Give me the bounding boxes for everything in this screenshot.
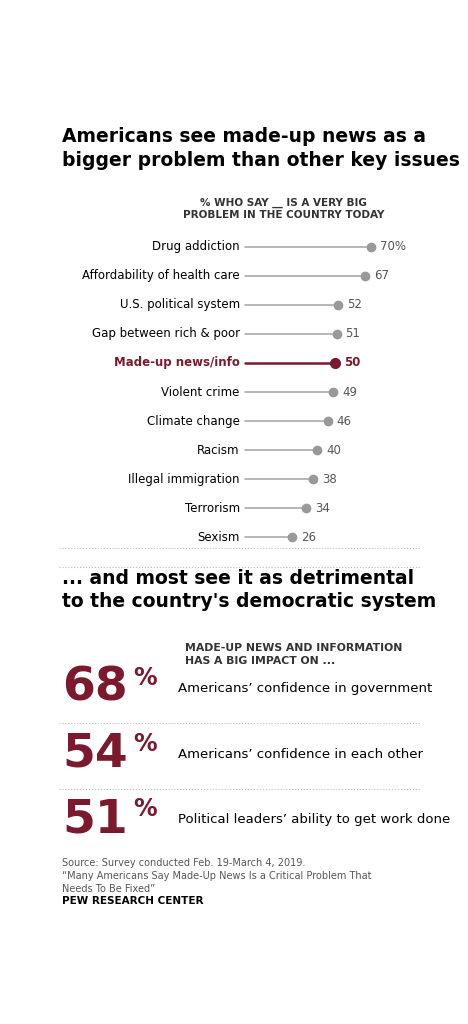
Text: Gap between rich & poor: Gap between rich & poor xyxy=(92,328,240,340)
Text: Affordability of health care: Affordability of health care xyxy=(82,269,240,283)
Text: 67: 67 xyxy=(374,269,389,283)
Text: Racism: Racism xyxy=(197,443,240,457)
Text: 38: 38 xyxy=(322,473,337,485)
Text: 49: 49 xyxy=(342,385,357,398)
Text: 51: 51 xyxy=(345,328,360,340)
Text: MADE-UP NEWS AND INFORMATION
HAS A BIG IMPACT ON ...: MADE-UP NEWS AND INFORMATION HAS A BIG I… xyxy=(185,643,403,666)
Text: %: % xyxy=(133,666,156,690)
Text: 70%: 70% xyxy=(380,241,406,253)
Text: %: % xyxy=(133,731,156,756)
Text: Made-up news/info: Made-up news/info xyxy=(114,356,240,370)
Text: 40: 40 xyxy=(326,443,341,457)
Text: 68: 68 xyxy=(62,666,128,711)
Text: Americans’ confidence in government: Americans’ confidence in government xyxy=(178,682,432,695)
Text: Sexism: Sexism xyxy=(197,530,240,544)
Text: 50: 50 xyxy=(344,356,360,370)
Text: PEW RESEARCH CENTER: PEW RESEARCH CENTER xyxy=(62,896,204,906)
Text: U.S. political system: U.S. political system xyxy=(120,298,240,311)
Text: Drug addiction: Drug addiction xyxy=(152,241,240,253)
Text: Terrorism: Terrorism xyxy=(185,502,240,515)
Text: Climate change: Climate change xyxy=(147,415,240,428)
Text: Source: Survey conducted Feb. 19-March 4, 2019.
“Many Americans Say Made-Up News: Source: Survey conducted Feb. 19-March 4… xyxy=(62,858,372,894)
Text: Americans see made-up news as a
bigger problem than other key issues ...: Americans see made-up news as a bigger p… xyxy=(62,127,468,170)
Text: 34: 34 xyxy=(315,502,330,515)
Text: ... and most see it as detrimental
to the country's democratic system: ... and most see it as detrimental to th… xyxy=(62,569,436,611)
Text: Americans’ confidence in each other: Americans’ confidence in each other xyxy=(178,748,423,761)
Text: Political leaders’ ability to get work done: Political leaders’ ability to get work d… xyxy=(178,813,450,826)
Text: 52: 52 xyxy=(347,298,362,311)
Text: 26: 26 xyxy=(301,530,316,544)
Text: Violent crime: Violent crime xyxy=(161,385,240,398)
Text: 46: 46 xyxy=(336,415,351,428)
Text: 54: 54 xyxy=(62,731,128,776)
Text: %: % xyxy=(133,798,156,821)
Text: % WHO SAY __ IS A VERY BIG
PROBLEM IN THE COUNTRY TODAY: % WHO SAY __ IS A VERY BIG PROBLEM IN TH… xyxy=(183,198,384,220)
Text: Illegal immigration: Illegal immigration xyxy=(128,473,240,485)
Text: 51: 51 xyxy=(62,798,128,842)
